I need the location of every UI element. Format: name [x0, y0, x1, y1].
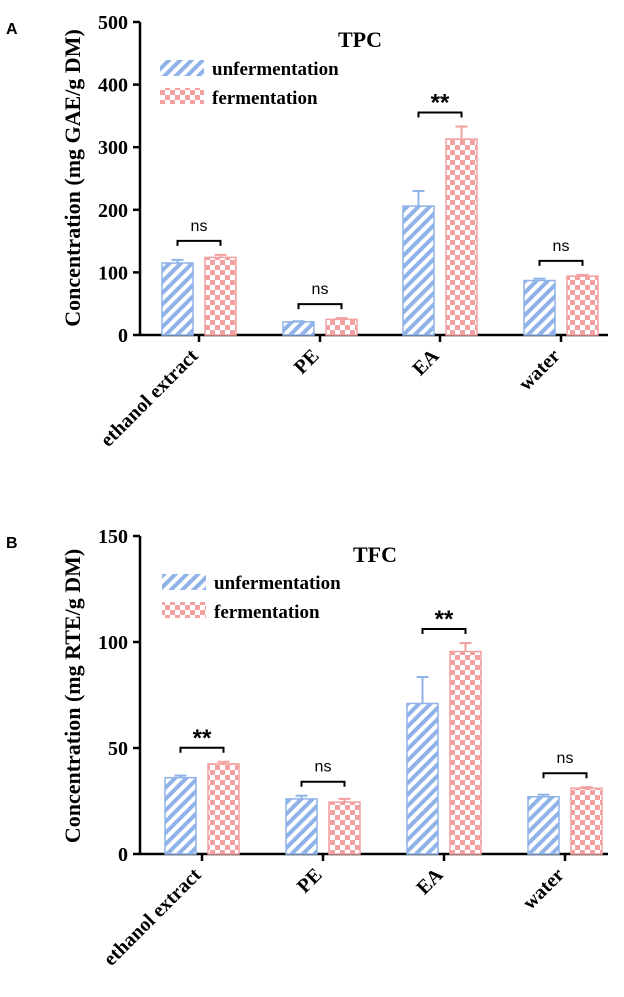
significance-bracket	[417, 111, 463, 118]
y-tick-label: 0	[118, 844, 128, 866]
chart-title: TFC	[353, 542, 397, 567]
legend-label: unfermentation	[212, 59, 339, 80]
panel-label: B	[6, 535, 18, 552]
y-tick-label: 100	[98, 632, 128, 654]
legend-swatch-unfermentation	[160, 60, 204, 76]
bar-fermentation	[325, 318, 358, 336]
x-tick-labels: ethanol extract PE EA water	[99, 864, 568, 971]
legend: unfermentation fermentation	[160, 59, 339, 109]
y-tick-label: 400	[98, 75, 128, 97]
legend-swatch-unfermentation	[162, 574, 206, 590]
panel-b: B Concentration (mg RTE/g DM) TFC unferm…	[6, 526, 608, 970]
bar-fermentation	[328, 801, 361, 855]
significance-bracket	[542, 772, 588, 779]
y-tick-label: 150	[98, 526, 128, 548]
legend: unfermentation fermentation	[162, 573, 341, 623]
plot-area: 0 50 100 150 ** ns ** ns	[98, 526, 608, 866]
legend-swatch-fermentation	[160, 88, 204, 104]
bar-unfermentation	[527, 796, 560, 855]
x-tick-label: EA	[412, 864, 448, 900]
bar-unfermentation	[406, 702, 439, 855]
legend-label: fermentation	[214, 602, 320, 623]
x-tick-label: water	[514, 345, 564, 395]
legend-label: unfermentation	[214, 573, 341, 594]
bar-unfermentation	[523, 279, 556, 336]
x-tick-label: EA	[408, 345, 444, 381]
significance-bracket	[176, 239, 222, 246]
y-axis-label: Concentration (mg RTE/g DM)	[60, 549, 85, 843]
y-tick-label: 200	[98, 200, 128, 222]
significance-label: ns	[315, 759, 332, 776]
plot-area: 0 100 200 300 400 500 ns ns ** ns	[98, 12, 608, 347]
bar-fermentation	[445, 138, 478, 336]
significance-label: **	[435, 606, 454, 633]
significance-label: ns	[557, 750, 574, 767]
significance-bracket	[297, 303, 343, 310]
y-tick-label: 500	[98, 12, 128, 34]
panel-a: A Concentration (mg GAE/g DM) TPC unferm…	[6, 12, 608, 451]
significance-label: ns	[553, 238, 570, 255]
y-axis-label: Concentration (mg GAE/g DM)	[60, 29, 85, 327]
x-tick-label: water	[518, 864, 568, 914]
x-tick-label: PE	[290, 345, 324, 379]
bar-unfermentation	[282, 321, 315, 336]
bar-fermentation	[566, 275, 599, 336]
bar-unfermentation	[285, 798, 318, 855]
chart-title: TPC	[338, 27, 382, 52]
significance-label: **	[193, 725, 212, 752]
x-tick-labels: ethanol extract PE EA water	[96, 345, 564, 452]
bar-unfermentation	[402, 205, 435, 336]
y-tick-label: 50	[108, 738, 128, 760]
significance-bracket	[421, 628, 467, 635]
significance-bracket	[300, 780, 346, 787]
bar-fermentation	[570, 787, 603, 855]
significance-bracket	[179, 746, 225, 753]
bar-fermentation	[207, 763, 240, 855]
legend-label: fermentation	[212, 88, 318, 109]
x-tick-label: PE	[293, 864, 327, 898]
significance-label: ns	[191, 218, 208, 235]
significance-label: **	[431, 90, 450, 117]
legend-swatch-fermentation	[162, 602, 206, 618]
y-tick-label: 0	[118, 325, 128, 347]
y-tick-label: 100	[98, 262, 128, 284]
bar-fermentation	[204, 256, 237, 336]
significance-label: ns	[312, 281, 329, 298]
bar-unfermentation	[161, 262, 194, 336]
significance-bracket	[538, 259, 584, 266]
panel-label: A	[6, 21, 18, 38]
x-tick-label: ethanol extract	[99, 864, 206, 971]
x-tick-label: ethanol extract	[96, 345, 203, 452]
bar-fermentation	[449, 650, 482, 855]
y-tick-label: 300	[98, 137, 128, 159]
bar-unfermentation	[164, 776, 197, 855]
